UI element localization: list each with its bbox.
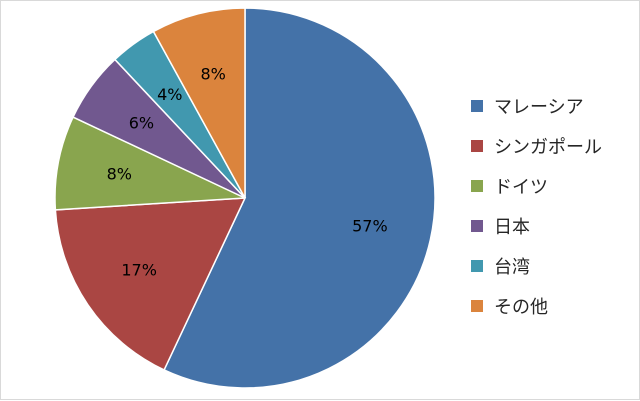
legend-label: マレーシア [494, 97, 584, 118]
legend-item-other: その他 [471, 286, 602, 326]
legend-item-japan: 日本 [471, 206, 602, 246]
legend-swatch [471, 100, 483, 112]
data-label: 17% [121, 260, 157, 279]
data-label: 6% [129, 113, 154, 132]
data-label: 4% [157, 85, 182, 104]
pie-slice [54, 116, 246, 211]
legend-swatch [471, 260, 483, 272]
legend-swatch [471, 180, 483, 192]
pie-slice [163, 7, 436, 389]
legend-item-malaysia: マレーシア [471, 86, 602, 126]
data-label: 57% [352, 216, 388, 235]
legend: マレーシア シンガポール ドイツ 日本 台湾 その他 [471, 86, 602, 326]
legend-label: ドイツ [494, 177, 548, 198]
legend-label: 台湾 [494, 257, 530, 278]
legend-label: その他 [494, 297, 548, 318]
pie-slice [54, 197, 247, 371]
legend-swatch [471, 220, 483, 232]
legend-swatch [471, 140, 483, 152]
legend-swatch [471, 300, 483, 312]
legend-item-germany: ドイツ [471, 166, 602, 206]
legend-item-taiwan: 台湾 [471, 246, 602, 286]
data-label: 8% [107, 165, 132, 184]
legend-label: シンガポール [494, 137, 602, 158]
pie-slice [152, 7, 246, 199]
legend-label: 日本 [494, 217, 530, 238]
legend-item-singapore: シンガポール [471, 126, 602, 166]
data-label: 8% [200, 65, 225, 84]
